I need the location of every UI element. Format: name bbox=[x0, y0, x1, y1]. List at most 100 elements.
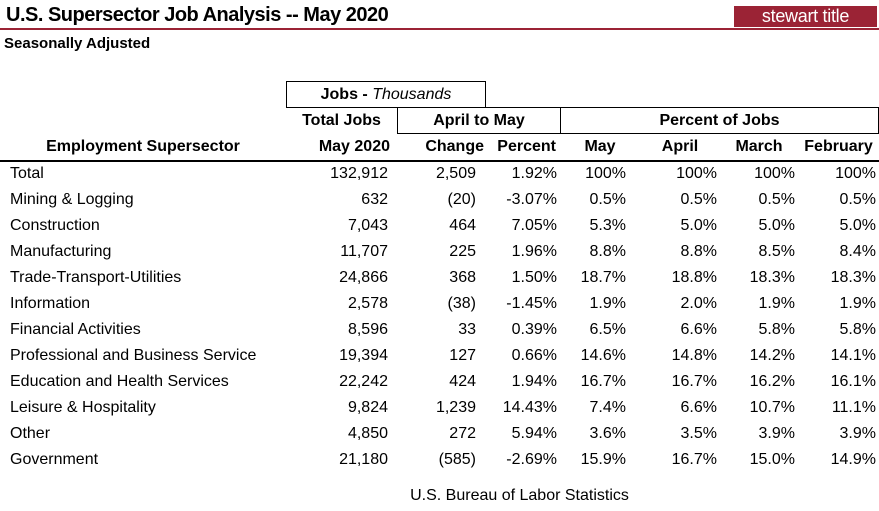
sector-name: Trade-Transport-Utilities bbox=[10, 269, 182, 286]
april-header: April bbox=[661, 138, 699, 155]
april-cell: 5.0% bbox=[680, 217, 717, 234]
change-cell: (20) bbox=[447, 191, 476, 208]
page-title: U.S. Supersector Job Analysis -- May 202… bbox=[6, 4, 389, 26]
february-cell: 14.1% bbox=[830, 347, 876, 364]
march-cell: 3.9% bbox=[758, 425, 795, 442]
table-row: Professional and Business Service 19,394 1… bbox=[0, 343, 879, 369]
source-footer: U.S. Bureau of Labor Statistics bbox=[410, 487, 629, 504]
total-jobs-header: Total Jobs bbox=[302, 112, 381, 129]
thousands-label: Thousands bbox=[372, 86, 452, 103]
february-cell: 8.4% bbox=[839, 243, 876, 260]
sector-name: Total bbox=[10, 165, 44, 182]
table-row: Mining & Logging 632 (20) -3.07% 0.5% 0.5% 0.5… bbox=[0, 187, 879, 213]
percent-cell: 0.39% bbox=[511, 321, 557, 338]
total-jobs-cell: 19,394 bbox=[339, 347, 388, 364]
jobs-thousands-header: Jobs - Thousands bbox=[286, 86, 486, 104]
table-row: Total 132,912 2,509 1.92% 100% 100% 100% 100% bbox=[0, 161, 879, 187]
total-jobs-cell: 9,824 bbox=[347, 399, 388, 416]
april-cell: 8.8% bbox=[680, 243, 717, 260]
table-row: Manufacturing 11,707 225 1.96% 8.8% 8.8% 8.5% 8… bbox=[0, 239, 879, 265]
sector-name: Mining & Logging bbox=[10, 191, 134, 208]
table-row: Construction 7,043 464 7.05% 5.3% 5.0% 5.0% 5.0… bbox=[0, 213, 879, 239]
change-cell: 127 bbox=[449, 347, 476, 364]
sector-name: Government bbox=[10, 451, 99, 468]
may-cell: 3.6% bbox=[589, 425, 626, 442]
total-jobs-cell: 2,578 bbox=[347, 295, 388, 312]
total-jobs-cell: 11,707 bbox=[340, 243, 388, 260]
change-cell: 225 bbox=[449, 243, 476, 260]
change-cell: 368 bbox=[449, 269, 476, 286]
february-cell: 16.1% bbox=[830, 373, 876, 390]
change-cell: 424 bbox=[449, 373, 476, 390]
march-cell: 100% bbox=[754, 165, 795, 182]
jobs-label: Jobs - bbox=[320, 86, 368, 103]
total-jobs-cell: 632 bbox=[361, 191, 388, 208]
percent-cell: 0.66% bbox=[511, 347, 557, 364]
sector-name: Financial Activities bbox=[10, 321, 141, 338]
may-cell: 1.9% bbox=[589, 295, 626, 312]
sector-name: Leisure & Hospitality bbox=[10, 399, 156, 416]
table-row: Leisure & Hospitality 9,824 1,239 14.43% 7.4… bbox=[0, 395, 879, 421]
table-row: Trade-Transport-Utilities 24,866 368 1.50% 1… bbox=[0, 265, 879, 291]
change-cell: 1,239 bbox=[435, 399, 476, 416]
march-cell: 15.0% bbox=[749, 451, 795, 468]
may-cell: 5.3% bbox=[589, 217, 626, 234]
percent-cell: 5.94% bbox=[511, 425, 557, 442]
percent-cell: 14.43% bbox=[502, 399, 557, 416]
table-row: Information 2,578 (38) -1.45% 1.9% 2.0% 1.9% 1.… bbox=[0, 291, 879, 317]
header-divider bbox=[0, 160, 879, 162]
change-header: Change bbox=[425, 138, 484, 155]
may-cell: 0.5% bbox=[589, 191, 626, 208]
april-cell: 100% bbox=[676, 165, 717, 182]
may2020-header: May 2020 bbox=[318, 138, 390, 155]
total-jobs-cell: 24,866 bbox=[339, 269, 388, 286]
total-jobs-cell: 132,912 bbox=[330, 165, 388, 182]
march-cell: 5.8% bbox=[758, 321, 795, 338]
april-to-may-header: April to May bbox=[433, 112, 525, 129]
may-cell: 6.5% bbox=[589, 321, 626, 338]
february-cell: 5.8% bbox=[839, 321, 876, 338]
percent-cell: -2.69% bbox=[506, 451, 557, 468]
stewart-title-logo: stewart title bbox=[734, 6, 877, 27]
may-header: May bbox=[584, 138, 616, 155]
february-cell: 5.0% bbox=[839, 217, 876, 234]
may-cell: 14.6% bbox=[580, 347, 626, 364]
table-row: Other 4,850 272 5.94% 3.6% 3.5% 3.9% 3.9% bbox=[0, 421, 879, 447]
may-cell: 15.9% bbox=[580, 451, 626, 468]
total-jobs-cell: 4,850 bbox=[347, 425, 388, 442]
march-cell: 0.5% bbox=[758, 191, 795, 208]
percent-of-jobs-header: Percent of Jobs bbox=[659, 112, 780, 129]
change-cell: 464 bbox=[449, 217, 476, 234]
table-row: Financial Activities 8,596 33 0.39% 6.5% 6.6%… bbox=[0, 317, 879, 343]
march-cell: 18.3% bbox=[749, 269, 795, 286]
march-cell: 16.2% bbox=[749, 373, 795, 390]
february-cell: 0.5% bbox=[839, 191, 876, 208]
april-cell: 16.7% bbox=[671, 451, 717, 468]
total-jobs-cell: 8,596 bbox=[347, 321, 388, 338]
percent-cell: 1.92% bbox=[511, 165, 557, 182]
april-cell: 6.6% bbox=[680, 399, 717, 416]
march-cell: 1.9% bbox=[758, 295, 795, 312]
sector-header: Employment Supersector bbox=[46, 138, 240, 155]
february-cell: 3.9% bbox=[839, 425, 876, 442]
may-cell: 8.8% bbox=[589, 243, 626, 260]
sector-name: Education and Health Services bbox=[10, 373, 229, 390]
change-cell: (38) bbox=[447, 295, 476, 312]
april-cell: 0.5% bbox=[680, 191, 717, 208]
march-header: March bbox=[735, 138, 783, 155]
change-cell: (585) bbox=[438, 451, 476, 468]
april-cell: 16.7% bbox=[671, 373, 717, 390]
april-cell: 3.5% bbox=[680, 425, 717, 442]
percent-cell: 1.96% bbox=[511, 243, 557, 260]
march-cell: 5.0% bbox=[758, 217, 795, 234]
jobs-thousands-box bbox=[286, 81, 486, 108]
percent-cell: -1.45% bbox=[506, 295, 557, 312]
change-cell: 33 bbox=[458, 321, 476, 338]
february-header: February bbox=[804, 138, 873, 155]
change-cell: 272 bbox=[449, 425, 476, 442]
sector-name: Construction bbox=[10, 217, 100, 234]
april-cell: 14.8% bbox=[671, 347, 717, 364]
february-cell: 11.1% bbox=[831, 399, 876, 416]
may-cell: 18.7% bbox=[580, 269, 626, 286]
march-cell: 8.5% bbox=[758, 243, 795, 260]
